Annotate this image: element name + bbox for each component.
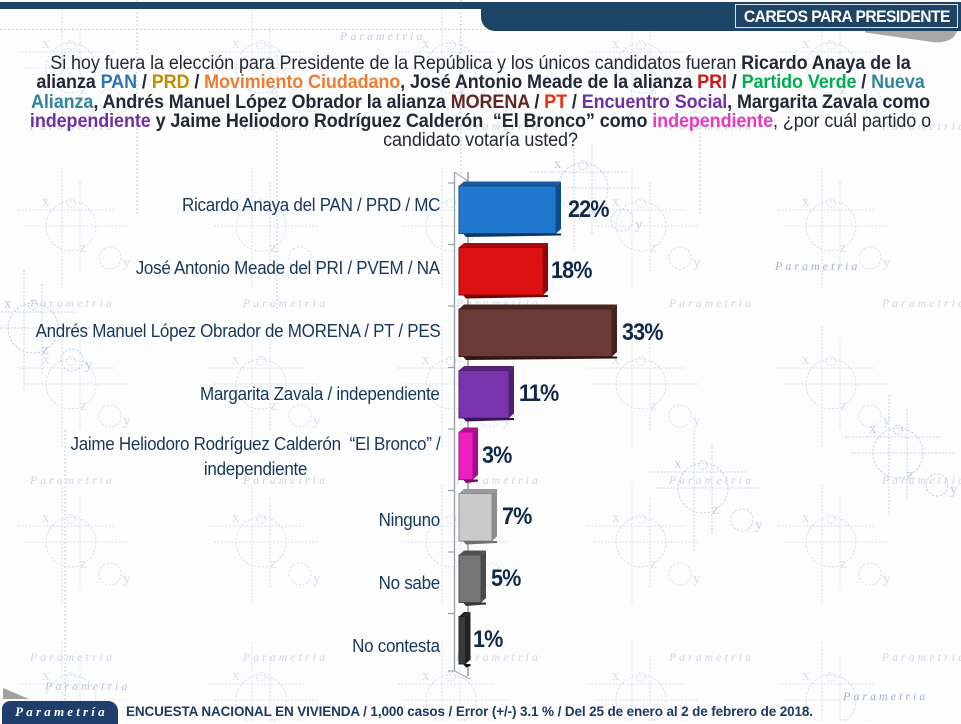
svg-text:Parametria: Parametria [44, 679, 130, 693]
svg-text:Parametria: Parametria [339, 29, 425, 43]
svg-text:Parametria: Parametria [774, 259, 860, 273]
svg-text:Parametria: Parametria [842, 689, 928, 703]
